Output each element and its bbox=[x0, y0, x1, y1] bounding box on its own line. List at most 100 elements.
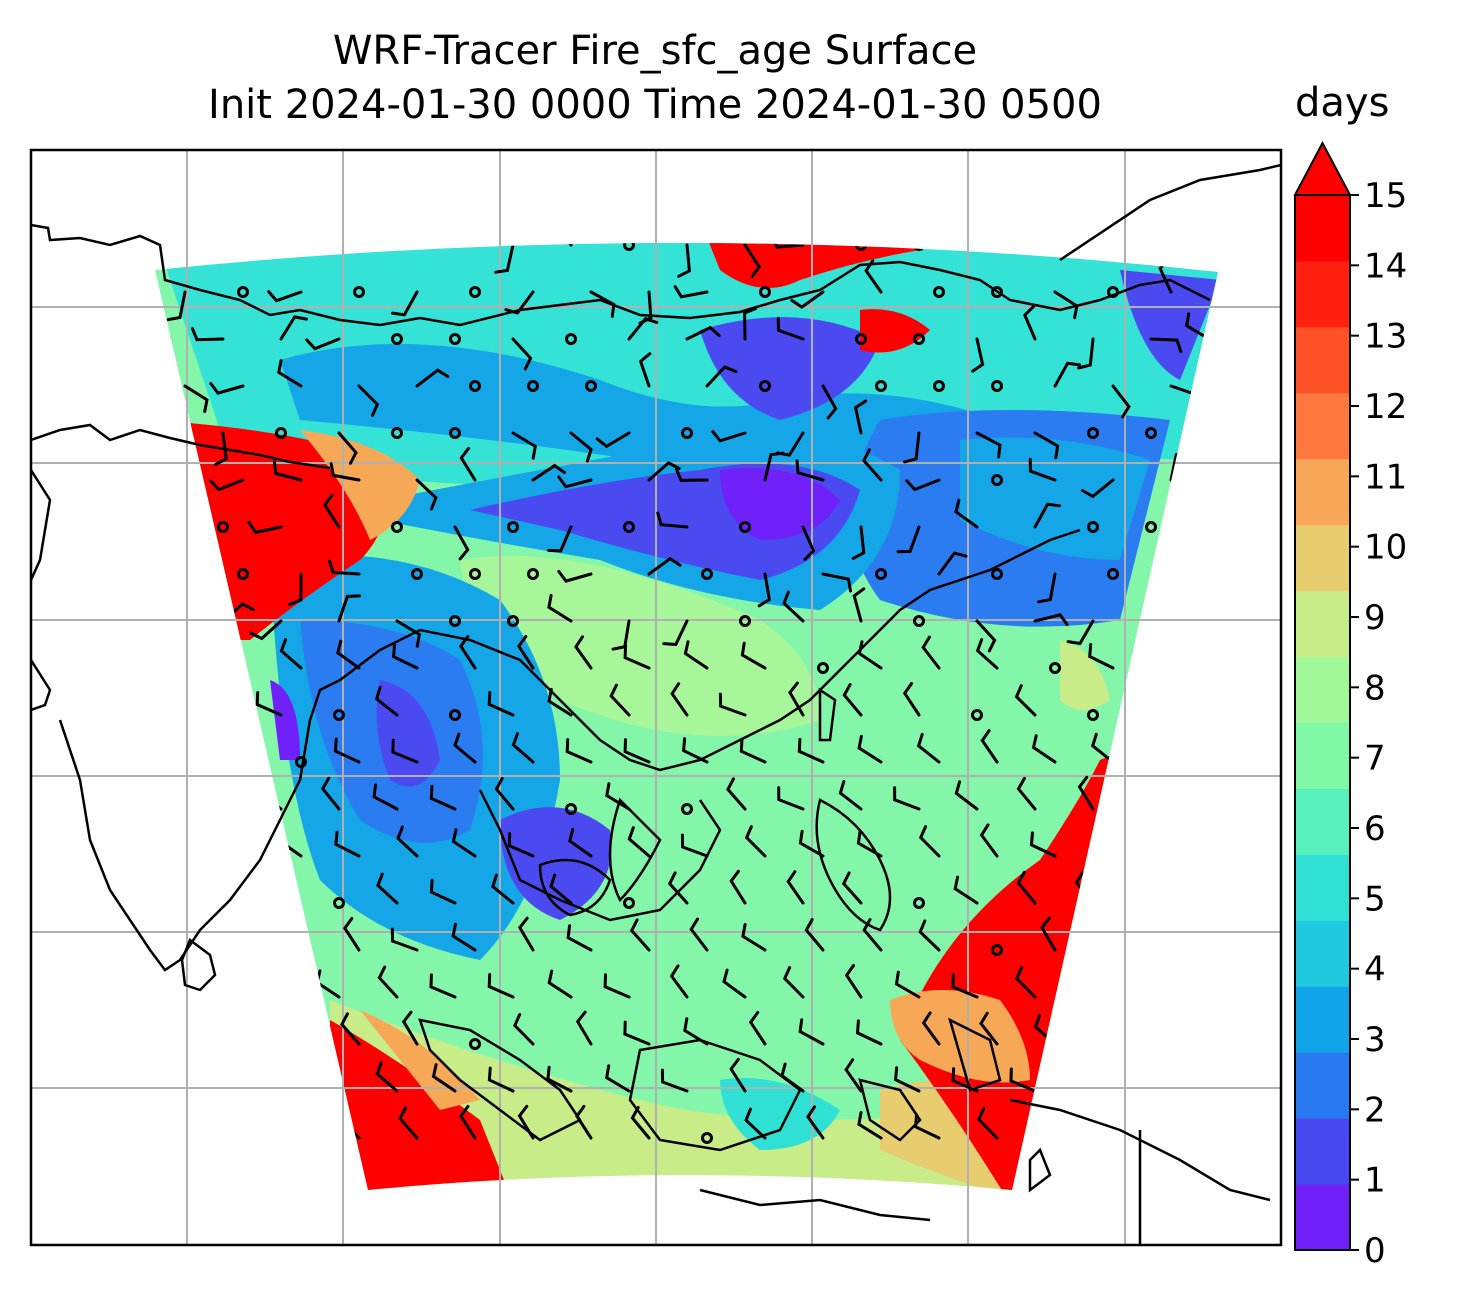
wind-barb bbox=[372, 783, 399, 811]
wind-barb bbox=[531, 463, 566, 482]
wind-barb bbox=[305, 337, 341, 351]
wind-barb bbox=[1014, 684, 1037, 717]
calm-wind-circle bbox=[701, 568, 713, 580]
wind-barb bbox=[821, 384, 838, 420]
wind-barb bbox=[1077, 775, 1095, 811]
wind-barb bbox=[547, 687, 573, 717]
wind-barb bbox=[546, 1065, 573, 1093]
calm-wind-circle bbox=[469, 568, 481, 580]
calm-wind-circle bbox=[991, 380, 1003, 392]
colorbar-segment bbox=[1295, 788, 1350, 855]
wind-barb bbox=[1146, 1019, 1173, 1046]
wind-barb bbox=[396, 825, 419, 858]
wind-barb bbox=[1053, 290, 1079, 320]
calm-wind-circle bbox=[159, 333, 171, 345]
calm-wind-circle bbox=[1145, 427, 1157, 439]
wind-barb bbox=[1090, 920, 1115, 952]
wind-barb bbox=[1147, 640, 1173, 670]
wind-barb bbox=[718, 692, 747, 717]
wind-barb bbox=[1023, 305, 1037, 341]
calm-wind-circle bbox=[1107, 568, 1119, 580]
wind-barb bbox=[853, 399, 868, 435]
wind-barb bbox=[272, 460, 303, 482]
wind-barb bbox=[183, 572, 210, 601]
wind-barb bbox=[954, 780, 979, 811]
wind-barb bbox=[391, 290, 419, 317]
wind-barb bbox=[307, 242, 341, 247]
wind-barb bbox=[711, 430, 747, 443]
calm-wind-circle bbox=[469, 380, 481, 392]
wind-barb bbox=[667, 871, 689, 905]
wind-barb bbox=[975, 638, 999, 670]
wind-barb bbox=[574, 635, 593, 670]
wind-barb bbox=[1015, 966, 1037, 999]
calm-wind-circle bbox=[1087, 427, 1099, 439]
calm-wind-circle bbox=[237, 286, 249, 298]
calm-wind-circle bbox=[623, 897, 635, 909]
wind-barb bbox=[415, 478, 438, 511]
wind-barb bbox=[487, 973, 515, 999]
wind-barb bbox=[954, 498, 979, 529]
wind-barb bbox=[516, 635, 535, 670]
wind-barb bbox=[557, 570, 593, 583]
calm-wind-circle bbox=[1165, 568, 1177, 580]
wind-barb bbox=[627, 317, 659, 341]
calm-wind-circle bbox=[1107, 286, 1119, 298]
wind-barb bbox=[453, 525, 470, 561]
wind-barb bbox=[902, 682, 921, 717]
wind-barb bbox=[1202, 833, 1218, 858]
wind-barb bbox=[916, 732, 941, 764]
wind-barb bbox=[329, 462, 361, 482]
calm-wind-circle bbox=[449, 615, 461, 627]
wind-barb bbox=[1040, 916, 1057, 952]
wind-barb bbox=[398, 1106, 419, 1140]
wind-barb bbox=[1149, 337, 1183, 353]
wind-barb bbox=[842, 683, 863, 717]
wind-barb bbox=[1068, 971, 1095, 999]
wind-barb bbox=[557, 475, 593, 489]
wind-barb bbox=[340, 1012, 361, 1046]
wind-barb bbox=[1016, 776, 1037, 811]
calm-wind-circle bbox=[391, 242, 403, 251]
wind-barb bbox=[255, 880, 283, 905]
wind-barb bbox=[623, 644, 651, 670]
wind-barb bbox=[549, 873, 573, 905]
colorbar-frame bbox=[1294, 195, 1351, 1251]
calm-wind-circle bbox=[237, 568, 249, 580]
colorbar-segment bbox=[1295, 920, 1350, 987]
wind-barb bbox=[160, 737, 187, 764]
wind-barb bbox=[1207, 509, 1218, 529]
wind-barb bbox=[575, 1104, 593, 1140]
wind-barb bbox=[1016, 871, 1037, 905]
wind-barb bbox=[685, 325, 721, 341]
wind-barb bbox=[937, 551, 968, 576]
wind-barb bbox=[844, 964, 863, 999]
wind-barb bbox=[896, 525, 921, 554]
calm-wind-circle bbox=[507, 615, 519, 627]
calm-wind-circle bbox=[759, 380, 771, 392]
wind-barb bbox=[1185, 312, 1211, 341]
colorbar-segment bbox=[1295, 458, 1350, 526]
wind-barb bbox=[788, 681, 805, 717]
wind-barb bbox=[209, 382, 245, 395]
wind-barb bbox=[605, 782, 631, 811]
wind-barb bbox=[894, 970, 921, 999]
calm-wind-circle bbox=[449, 333, 461, 345]
wind-barb bbox=[279, 315, 308, 341]
wind-barb bbox=[155, 970, 167, 999]
wind-barb bbox=[507, 832, 535, 858]
wind-barb bbox=[744, 825, 767, 858]
colorbar-tick-label: 14 bbox=[1364, 246, 1407, 286]
wind-barb bbox=[1028, 457, 1057, 482]
calm-wind-circle bbox=[275, 242, 287, 251]
wind-barb bbox=[921, 635, 941, 670]
wind-barb bbox=[431, 242, 457, 247]
wind-barb bbox=[517, 916, 535, 952]
wind-barb bbox=[511, 732, 535, 764]
calm-wind-circle bbox=[449, 709, 461, 721]
wind-barb bbox=[893, 786, 921, 811]
calm-wind-circle bbox=[527, 568, 539, 580]
wind-barb bbox=[429, 784, 457, 811]
colorbar-tick-label: 5 bbox=[1364, 879, 1386, 919]
